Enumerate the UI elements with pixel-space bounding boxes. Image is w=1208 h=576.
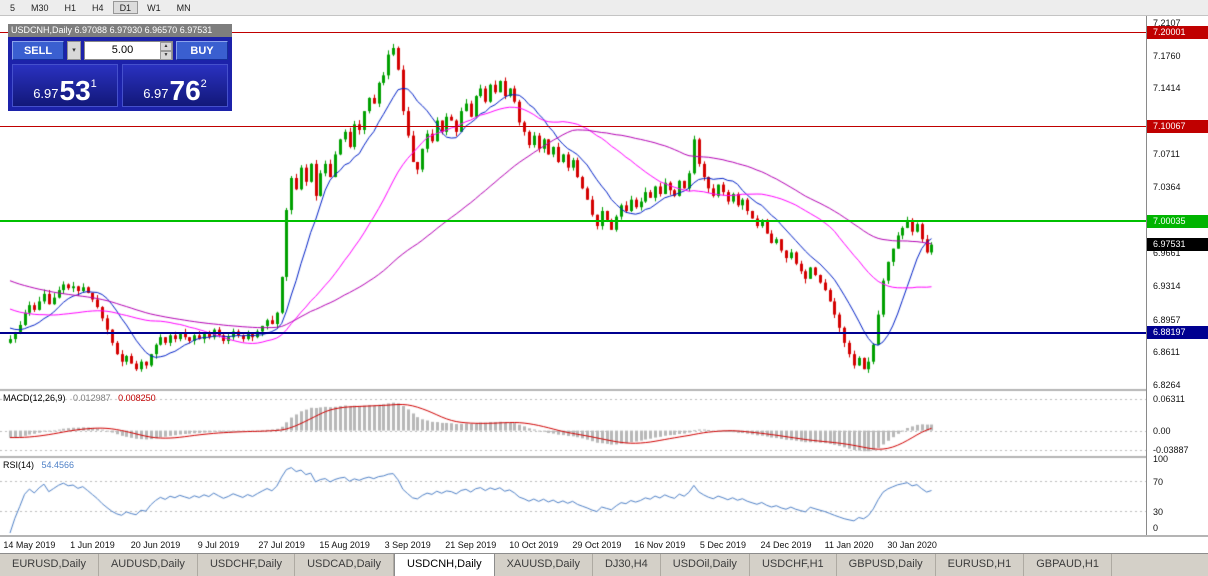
chart-tab-usdchf-h1[interactable]: USDCHF,H1 — [750, 554, 837, 576]
volume-down-icon[interactable]: ▼ — [160, 51, 172, 60]
chart-tab-gbpaud-h1[interactable]: GBPAUD,H1 — [1024, 554, 1112, 576]
symbol-ohlc-line: USDCNH,Daily 6.97088 6.97930 6.96570 6.9… — [8, 24, 232, 37]
volume-value: 5.00 — [111, 44, 134, 56]
chevron-down-icon: ▾ — [72, 47, 76, 54]
timeframe-button-d1[interactable]: D1 — [112, 1, 139, 14]
macd-axis-label: -0.03887 — [1153, 445, 1189, 456]
ohlc-high: 6.97930 — [109, 25, 143, 35]
volume-input[interactable]: 5.00 ▲ ▼ — [84, 41, 173, 60]
macd-signal-value: 0.008250 — [118, 393, 156, 403]
chart-area[interactable]: USDCNH,Daily 6.97088 6.97930 6.96570 6.9… — [0, 16, 1208, 553]
chart-tab-dj30-h4[interactable]: DJ30,H4 — [593, 554, 661, 576]
price-grid-label: 7.0711 — [1153, 149, 1180, 160]
price-grid-label: 7.1760 — [1153, 50, 1181, 61]
date-label: 29 Oct 2019 — [572, 540, 622, 550]
rsi-value: 54.4566 — [41, 460, 75, 470]
chart-tab-usdoil-daily[interactable]: USDOil,Daily — [661, 554, 750, 576]
timeframe-button-h1[interactable]: H1 — [64, 3, 77, 13]
timeframe-button-5[interactable]: 5 — [10, 3, 16, 13]
chart-tab-audusd-daily[interactable]: AUDUSD,Daily — [99, 554, 198, 576]
volume-up-icon[interactable]: ▲ — [160, 42, 172, 51]
price-hline-7.20001[interactable] — [0, 32, 1146, 34]
date-label: 15 Aug 2019 — [319, 540, 370, 550]
date-label: 27 Jul 2019 — [258, 540, 305, 550]
timeframe-button-w1[interactable]: W1 — [147, 3, 161, 13]
line-price-label: 6.88197 — [1147, 326, 1208, 339]
chart-tab-usdchf-daily[interactable]: USDCHF,Daily — [198, 554, 296, 576]
macd-main-value: 0.012987 — [73, 393, 111, 403]
date-label: 21 Sep 2019 — [445, 540, 497, 550]
macd-axis-label: 0.06311 — [1153, 393, 1185, 404]
ohlc-open: 6.97088 — [74, 25, 108, 35]
line-price-label: 7.00035 — [1147, 214, 1208, 228]
volume-stepper: ▲ ▼ — [160, 42, 172, 60]
price-grid-label: 7.0364 — [1153, 182, 1181, 193]
date-label: 9 Jul 2019 — [197, 540, 240, 550]
price-hline-7.10067[interactable] — [0, 126, 1146, 127]
timeframe-button-h4[interactable]: H4 — [92, 3, 104, 13]
macd-axis-label: 0.00 — [1153, 425, 1171, 436]
timeframe-button-mn[interactable]: MN — [176, 3, 191, 13]
rsi-indicator-label: RSI(14) 54.4566 — [3, 460, 74, 470]
buy-price-main: 6.97 — [143, 86, 169, 101]
price-grid-label: 6.8611 — [1153, 347, 1180, 358]
chart-symbol: USDCNH,Daily — [11, 25, 73, 35]
price-grid-label: 6.8264 — [1153, 379, 1181, 390]
sell-price-sup: 1 — [90, 78, 97, 90]
sell-button[interactable]: SELL — [12, 41, 64, 60]
date-label: 5 Dec 2019 — [699, 540, 746, 550]
chart-tab-usdcad-daily[interactable]: USDCAD,Daily — [295, 554, 395, 576]
date-label: 30 Jan 2020 — [887, 540, 937, 550]
ohlc-low: 6.96570 — [144, 25, 178, 35]
sell-price-big: 53 — [59, 75, 91, 106]
date-label: 10 Oct 2019 — [509, 540, 559, 550]
chart-tab-usdcnh-daily[interactable]: USDCNH,Daily — [394, 554, 495, 576]
chart-tabs: EURUSD,Daily AUDUSD,Daily USDCHF,Daily USDC… — [0, 553, 1208, 576]
date-label: 3 Sep 2019 — [384, 540, 431, 550]
rsi-axis-label: 30 — [1153, 506, 1164, 517]
date-label: 1 Jun 2019 — [70, 540, 115, 550]
rsi-axis-label: 0 — [1153, 523, 1159, 533]
chart-tab-gbpusd-daily[interactable]: GBPUSD,Daily — [837, 554, 936, 576]
timeframe-button-m30[interactable]: M30 — [31, 3, 49, 13]
current-price-label: 6.97531 — [1147, 238, 1208, 252]
buy-button[interactable]: BUY — [176, 41, 228, 60]
chart-tab-xauusd-daily[interactable]: XAUUSD,Daily — [495, 554, 593, 576]
rsi-title: RSI(14) — [3, 460, 35, 470]
price-grid-label: 6.9314 — [1153, 280, 1181, 291]
macd-title: MACD(12,26,9) — [3, 393, 66, 403]
date-label: 20 Jun 2019 — [130, 540, 181, 550]
timeframe-toolbar: 5 M30 H1 H4 D1 W1 MN — [0, 0, 1208, 16]
buy-price-display[interactable]: 6.97 76 2 — [122, 64, 228, 107]
date-label: 24 Dec 2019 — [760, 540, 812, 550]
date-label: 11 Jan 2020 — [824, 540, 874, 550]
date-label: 14 May 2019 — [3, 540, 56, 550]
price-grid-label: 6.9661 — [1153, 248, 1181, 259]
volume-dropdown-button[interactable]: ▾ — [67, 41, 81, 60]
buy-price-sup: 2 — [200, 78, 207, 90]
ohlc-close: 6.97531 — [179, 25, 213, 35]
chart-tab-eurusd-h1[interactable]: EURUSD,H1 — [936, 554, 1025, 576]
rsi-axis-label: 100 — [1153, 454, 1169, 464]
time-axis: 14 May 2019 1 Jun 2019 20 Jun 2019 9 Jul 20… — [0, 535, 1208, 553]
price-hline-6.88197[interactable] — [0, 331, 1146, 334]
chart-tab-eurusd-daily[interactable]: EURUSD,Daily — [0, 554, 99, 576]
macd-indicator-label: MACD(12,26,9) 0.012987 0.008250 — [3, 393, 156, 403]
rsi-axis-label: 70 — [1153, 476, 1164, 487]
one-click-trading-panel: USDCNH,Daily 6.97088 6.97930 6.96570 6.9… — [8, 24, 232, 111]
price-axis: 7.2107 7.1760 7.1414 7.0711 7.0364 6.9661 6.93… — [1146, 16, 1208, 535]
buy-price-big: 76 — [169, 75, 201, 106]
price-grid-label: 7.2107 — [1153, 17, 1181, 28]
date-label: 16 Nov 2019 — [634, 540, 686, 550]
price-hline-7.00035[interactable] — [0, 220, 1146, 222]
price-grid-label: 6.8957 — [1153, 314, 1181, 325]
sell-price-display[interactable]: 6.97 53 1 — [12, 64, 118, 107]
line-price-label: 7.20001 — [1147, 26, 1208, 40]
price-grid-label: 7.1414 — [1153, 83, 1181, 94]
line-price-label: 7.10067 — [1147, 120, 1208, 133]
sell-price-main: 6.97 — [33, 86, 59, 101]
